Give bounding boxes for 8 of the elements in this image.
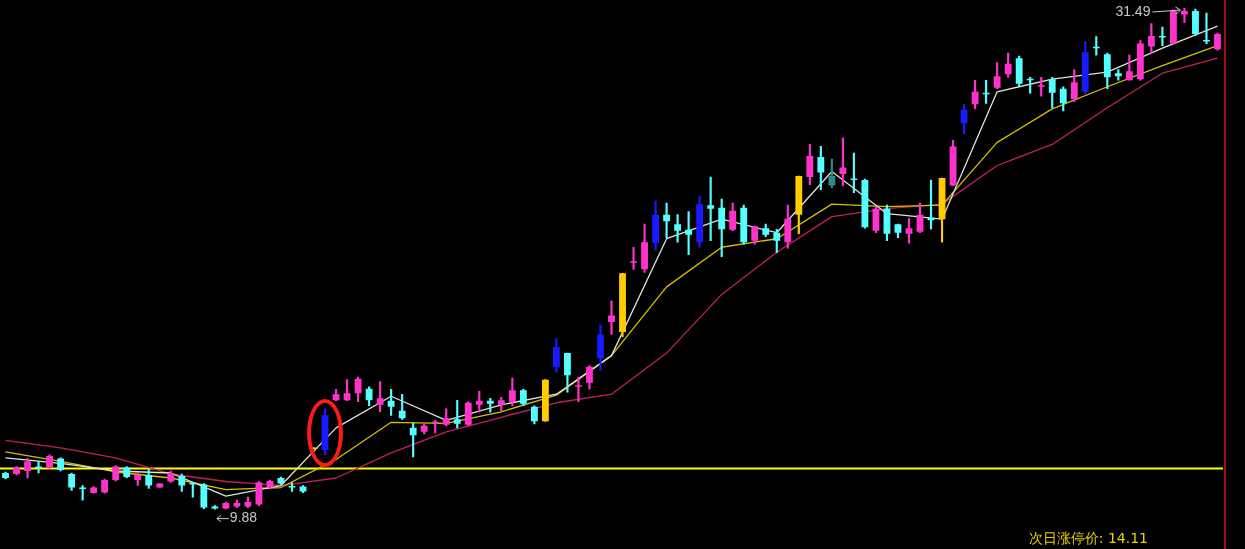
candlestick	[156, 483, 164, 488]
candlestick	[541, 379, 549, 422]
annotation: 31.49	[1115, 2, 1151, 19]
text: 次日涨停价: 14.11	[1028, 529, 1148, 546]
annotation: 9.88	[229, 509, 258, 526]
candlestick	[189, 482, 197, 498]
candlestick	[1158, 26, 1166, 46]
candlestick	[1037, 76, 1045, 97]
